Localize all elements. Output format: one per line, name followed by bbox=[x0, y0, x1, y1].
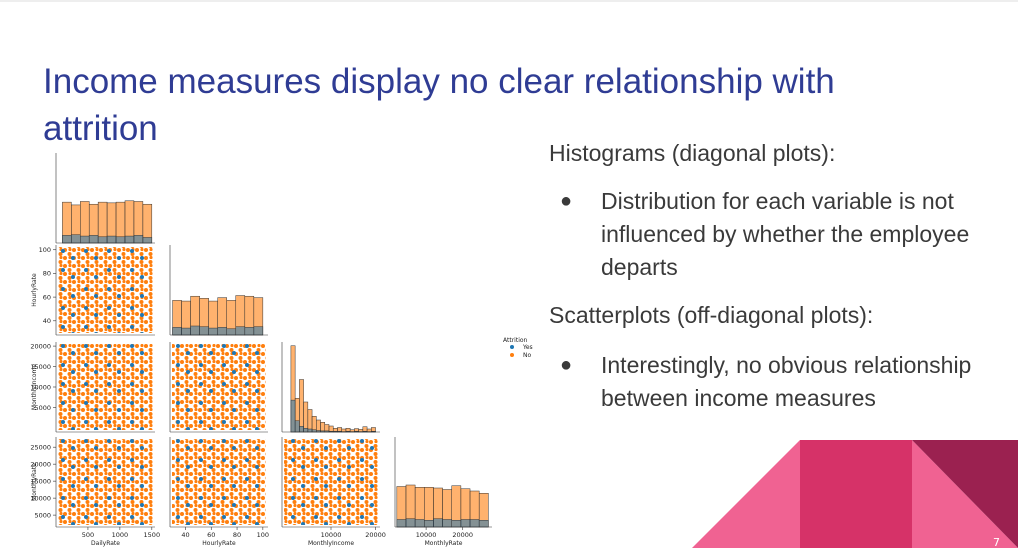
legend-marker bbox=[510, 353, 514, 357]
hist-bar bbox=[226, 328, 237, 336]
scatter-panel bbox=[172, 344, 266, 430]
hist-bar bbox=[181, 327, 191, 336]
hist-bar bbox=[405, 518, 416, 528]
shape bbox=[692, 440, 800, 548]
x-tick-label: 20000 bbox=[365, 531, 386, 539]
hist-bar bbox=[106, 235, 117, 244]
page-number: 7 bbox=[993, 536, 1000, 548]
hist-bar bbox=[460, 519, 471, 528]
hist-bar bbox=[469, 519, 480, 528]
shape bbox=[912, 440, 1018, 548]
x-tick-label: 500 bbox=[82, 531, 94, 539]
hist-bar bbox=[307, 409, 313, 433]
x-tick-label: 10000 bbox=[321, 531, 342, 539]
legend-title: Attrition bbox=[503, 337, 528, 344]
y-tick-label: 80 bbox=[43, 270, 51, 278]
hist-bar bbox=[316, 419, 321, 433]
hist-bar bbox=[294, 420, 300, 433]
x-axis-label: HourlyRate bbox=[202, 540, 236, 547]
hist-bar bbox=[97, 236, 108, 244]
scatter-panel bbox=[58, 247, 153, 333]
heading: Histograms (diagonal plots): bbox=[549, 140, 836, 166]
x-tick-label: 20000 bbox=[452, 531, 473, 539]
hist-bar bbox=[190, 325, 200, 336]
hist-bar bbox=[244, 327, 255, 336]
x-tick-label: 60 bbox=[207, 531, 215, 539]
y-tick-label: 15000 bbox=[30, 363, 51, 371]
x-tick-label: 1500 bbox=[144, 531, 161, 539]
hist-bar bbox=[253, 326, 264, 336]
hist-bar bbox=[88, 235, 99, 244]
x-tick-label: 1000 bbox=[112, 531, 129, 539]
hist-bar bbox=[290, 399, 296, 433]
hist-bar bbox=[235, 326, 246, 336]
x-tick-label: 100 bbox=[257, 531, 269, 539]
x-tick-label: 10000 bbox=[416, 531, 437, 539]
hist-bar bbox=[424, 520, 434, 528]
hist-bar bbox=[433, 518, 443, 528]
y-tick-label: 25000 bbox=[30, 443, 51, 451]
legend-label: Yes bbox=[522, 344, 533, 351]
y-axis-label: HourlyRate bbox=[31, 273, 38, 307]
x-tick-label: 80 bbox=[233, 531, 241, 539]
slide-title: Income measures display no clear relatio… bbox=[43, 62, 835, 148]
hist-bar bbox=[142, 203, 153, 244]
y-tick-label: 20000 bbox=[30, 460, 51, 468]
bullet-text: Distribution for each variable is not in… bbox=[601, 188, 970, 280]
bullet-dot: ● bbox=[560, 354, 573, 376]
y-tick-label: 20000 bbox=[30, 342, 51, 350]
heading: Scatterplots (off-diagonal plots): bbox=[549, 302, 874, 328]
hist-bar bbox=[115, 236, 126, 244]
hist-bar bbox=[133, 235, 144, 244]
hist-bar bbox=[303, 428, 309, 433]
hist-bar bbox=[311, 429, 317, 433]
bullet-text: Interestingly, no obvious relationship b… bbox=[601, 352, 972, 411]
y-tick-label: 10000 bbox=[30, 383, 51, 391]
hist-bar bbox=[396, 519, 407, 528]
shape bbox=[800, 440, 912, 548]
hist-bar bbox=[414, 519, 425, 528]
scatter-panel bbox=[58, 439, 153, 525]
hist-bar bbox=[217, 327, 227, 336]
x-axis-label: DailyRate bbox=[91, 540, 120, 547]
hist-bar bbox=[80, 235, 90, 244]
hist-bar bbox=[299, 379, 304, 433]
hist-bar bbox=[208, 327, 218, 336]
x-tick-label: 40 bbox=[181, 531, 189, 539]
y-tick-label: 5000 bbox=[34, 511, 51, 519]
legend-marker bbox=[510, 345, 514, 349]
bullet-dot: ● bbox=[560, 190, 573, 212]
y-axis-label: MonthlyRate bbox=[31, 463, 38, 501]
hist-bar bbox=[62, 235, 72, 244]
pairplot: 500 1000 1500 DailyRate 40 60 80 100 40 60 80 100 Ho… bbox=[30, 153, 533, 547]
hist-bar bbox=[303, 401, 309, 433]
scatter-panel bbox=[58, 344, 153, 430]
hist-bar bbox=[307, 428, 313, 433]
scatter-panel bbox=[284, 439, 378, 525]
y-tick-label: 60 bbox=[43, 293, 51, 301]
hist-bar bbox=[71, 234, 81, 244]
scatter-panel bbox=[172, 439, 266, 525]
y-tick-label: 100 bbox=[39, 246, 51, 254]
hist-bar bbox=[451, 520, 462, 528]
y-tick-label: 15000 bbox=[30, 477, 51, 485]
x-axis-label: MonthlyIncome bbox=[308, 540, 354, 547]
hist-bar bbox=[172, 327, 182, 336]
hist-bar bbox=[199, 326, 209, 336]
hist-bar bbox=[478, 520, 489, 528]
hist-bar bbox=[442, 519, 452, 528]
y-axis-label: MonthlyIncome bbox=[31, 364, 38, 410]
legend-label: No bbox=[523, 352, 531, 359]
y-tick-label: 5000 bbox=[34, 404, 51, 412]
hist-bar bbox=[320, 422, 326, 433]
x-axis-label: MonthlyRate bbox=[425, 540, 463, 547]
y-tick-label: 40 bbox=[43, 317, 51, 325]
hist-bar bbox=[142, 237, 153, 244]
hist-bar bbox=[299, 426, 304, 433]
y-tick-label: 10000 bbox=[30, 494, 51, 502]
hist-bar bbox=[124, 235, 135, 244]
